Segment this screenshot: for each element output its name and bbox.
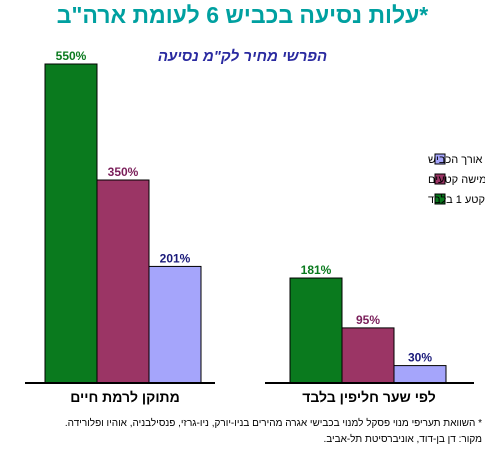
bar xyxy=(44,63,98,384)
data-label: 350% xyxy=(108,165,139,179)
data-label: 550% xyxy=(56,49,87,63)
legend-swatch xyxy=(434,173,446,185)
chart-title: *עלות נסיעה בכביש 6 לעומת ארה"ב xyxy=(56,2,429,28)
category-label: מתוקן לרמת חיים xyxy=(70,389,180,405)
legend-swatch xyxy=(434,193,446,205)
chart-subtitle: הפרשי מחיר לק"מ נסיעה xyxy=(157,48,328,65)
legend-label: כל אורך הכביש xyxy=(428,153,485,166)
bar xyxy=(341,327,395,384)
bar xyxy=(148,265,202,384)
bar xyxy=(96,179,150,384)
data-label: 30% xyxy=(408,351,432,365)
category-label: לפי שער חליפין בלבד xyxy=(302,389,436,405)
legend-swatch xyxy=(434,153,446,165)
bar xyxy=(289,277,343,384)
data-label: 95% xyxy=(356,313,380,327)
legend-label: חמישה קטעים xyxy=(428,174,485,186)
footnote-source: מקור: דן בן-דוד, אוניברסיטת תל-אביב. xyxy=(323,434,482,445)
data-label: 201% xyxy=(160,251,191,265)
footnote-comparison: * השוואת תעריפי מנוי פסקל למנוי בכבישי א… xyxy=(64,418,482,429)
legend-label: קטע 1 בלבד xyxy=(428,193,485,206)
data-label: 181% xyxy=(301,263,332,277)
bar xyxy=(393,365,447,384)
